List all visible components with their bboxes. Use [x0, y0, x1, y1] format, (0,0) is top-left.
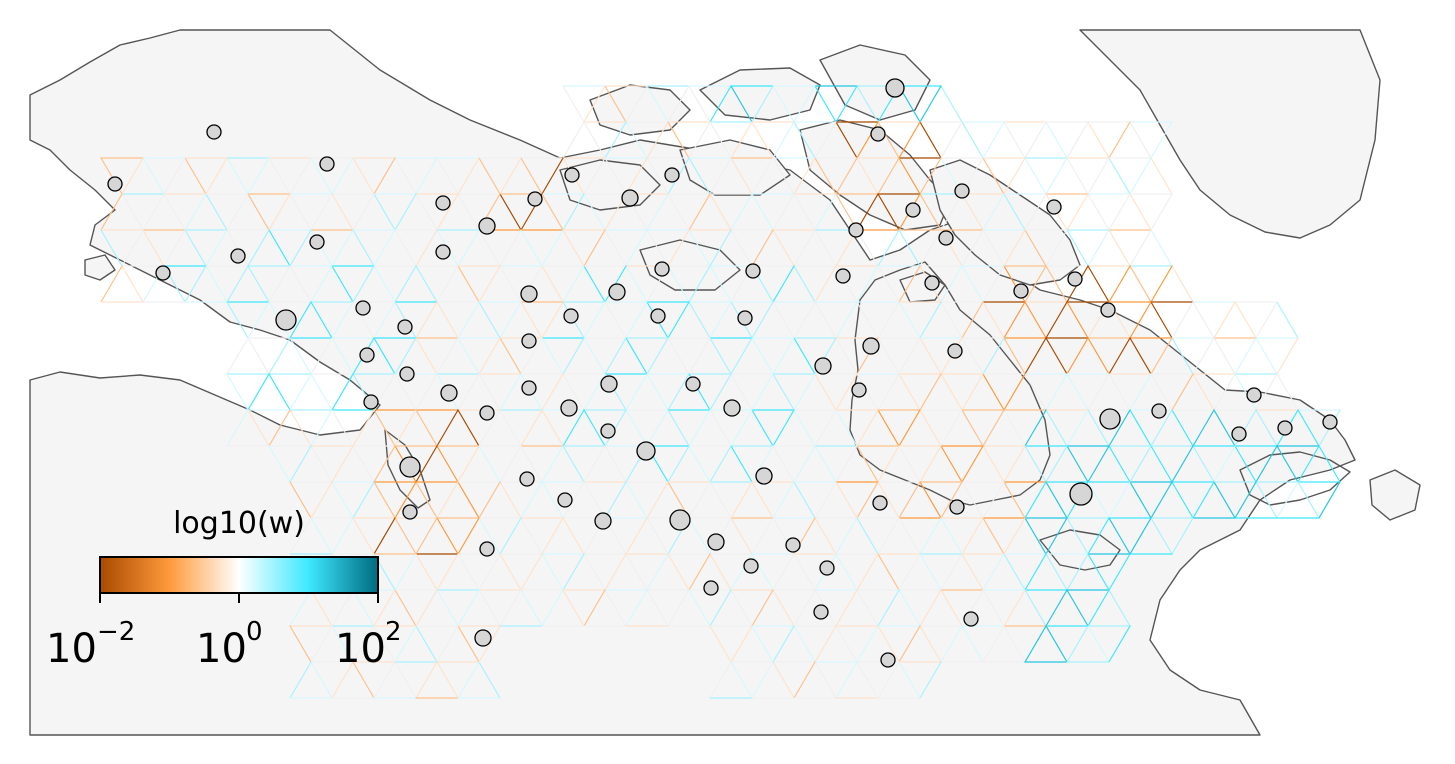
sample-node — [1278, 421, 1292, 435]
sample-node — [655, 262, 669, 276]
sample-node — [360, 348, 374, 362]
sample-node — [704, 581, 718, 595]
sample-node — [364, 395, 378, 409]
sample-node — [1247, 388, 1261, 402]
sample-node — [156, 266, 170, 280]
sample-node — [925, 276, 939, 290]
svg-text:10: 10 — [196, 626, 247, 672]
sample-node — [1101, 303, 1115, 317]
sample-node — [815, 358, 831, 374]
sample-node — [1068, 272, 1082, 286]
sample-node — [403, 505, 417, 519]
sample-node — [479, 218, 495, 234]
sample-node — [881, 653, 895, 667]
sample-node — [1232, 427, 1246, 441]
sample-node — [520, 472, 534, 486]
sample-node — [601, 424, 615, 438]
sample-node — [955, 184, 969, 198]
sample-node — [276, 310, 296, 330]
sample-node — [670, 510, 690, 530]
sample-node — [744, 559, 758, 573]
sample-node — [948, 344, 962, 358]
sample-node — [595, 513, 611, 529]
sample-node — [964, 612, 978, 626]
sample-node — [320, 157, 334, 171]
sample-node — [665, 168, 679, 182]
sample-node — [873, 496, 887, 510]
sample-node — [786, 538, 800, 552]
sample-node — [528, 192, 542, 206]
sample-node — [475, 630, 491, 646]
sample-node — [724, 400, 740, 416]
sample-node — [950, 500, 964, 514]
sample-node — [1070, 483, 1092, 505]
sample-node — [561, 400, 577, 416]
sample-node — [746, 264, 760, 278]
sample-node — [108, 177, 122, 191]
sample-node — [436, 196, 450, 210]
svg-text:0: 0 — [246, 617, 263, 647]
sample-node — [1152, 404, 1166, 418]
sample-node — [1014, 284, 1028, 298]
svg-text:2: 2 — [385, 617, 402, 647]
sample-node — [480, 542, 494, 556]
sample-node — [852, 383, 866, 397]
sample-node — [207, 125, 221, 139]
svg-text:−2: −2 — [97, 617, 135, 647]
sample-node — [480, 406, 494, 420]
sample-node — [564, 309, 578, 323]
sample-node — [398, 320, 412, 334]
sample-node — [1100, 409, 1120, 429]
sample-node — [863, 338, 879, 354]
svg-text:10: 10 — [335, 626, 386, 672]
sample-node — [310, 235, 324, 249]
sample-node — [651, 309, 665, 323]
sample-node — [601, 376, 617, 392]
sample-node — [939, 231, 953, 245]
sample-node — [522, 381, 536, 395]
sample-node — [814, 605, 828, 619]
sample-node — [400, 367, 414, 381]
sample-node — [1323, 415, 1337, 429]
sample-node — [738, 311, 752, 325]
sample-node — [756, 468, 772, 484]
sample-node — [637, 442, 655, 460]
sample-node — [622, 190, 638, 206]
sample-node — [820, 561, 834, 575]
colorbar-title: log10(w) — [173, 506, 305, 541]
sample-node — [906, 203, 920, 217]
sample-node — [356, 301, 370, 315]
colorbar-gradient — [100, 557, 378, 593]
sample-node — [609, 284, 625, 300]
sample-node — [441, 385, 457, 401]
sample-node — [231, 249, 245, 263]
sample-node — [1047, 200, 1061, 214]
sample-node — [836, 269, 850, 283]
sample-node — [400, 457, 420, 477]
sample-node — [686, 377, 700, 391]
sample-node — [436, 245, 450, 259]
sample-node — [849, 223, 863, 237]
svg-text:10: 10 — [46, 626, 97, 672]
sample-node — [558, 493, 572, 507]
sample-node — [886, 79, 904, 97]
sample-node — [521, 286, 537, 302]
sample-node — [565, 168, 579, 182]
sample-node — [522, 334, 536, 348]
sample-node — [871, 127, 885, 141]
sample-node — [708, 534, 724, 550]
